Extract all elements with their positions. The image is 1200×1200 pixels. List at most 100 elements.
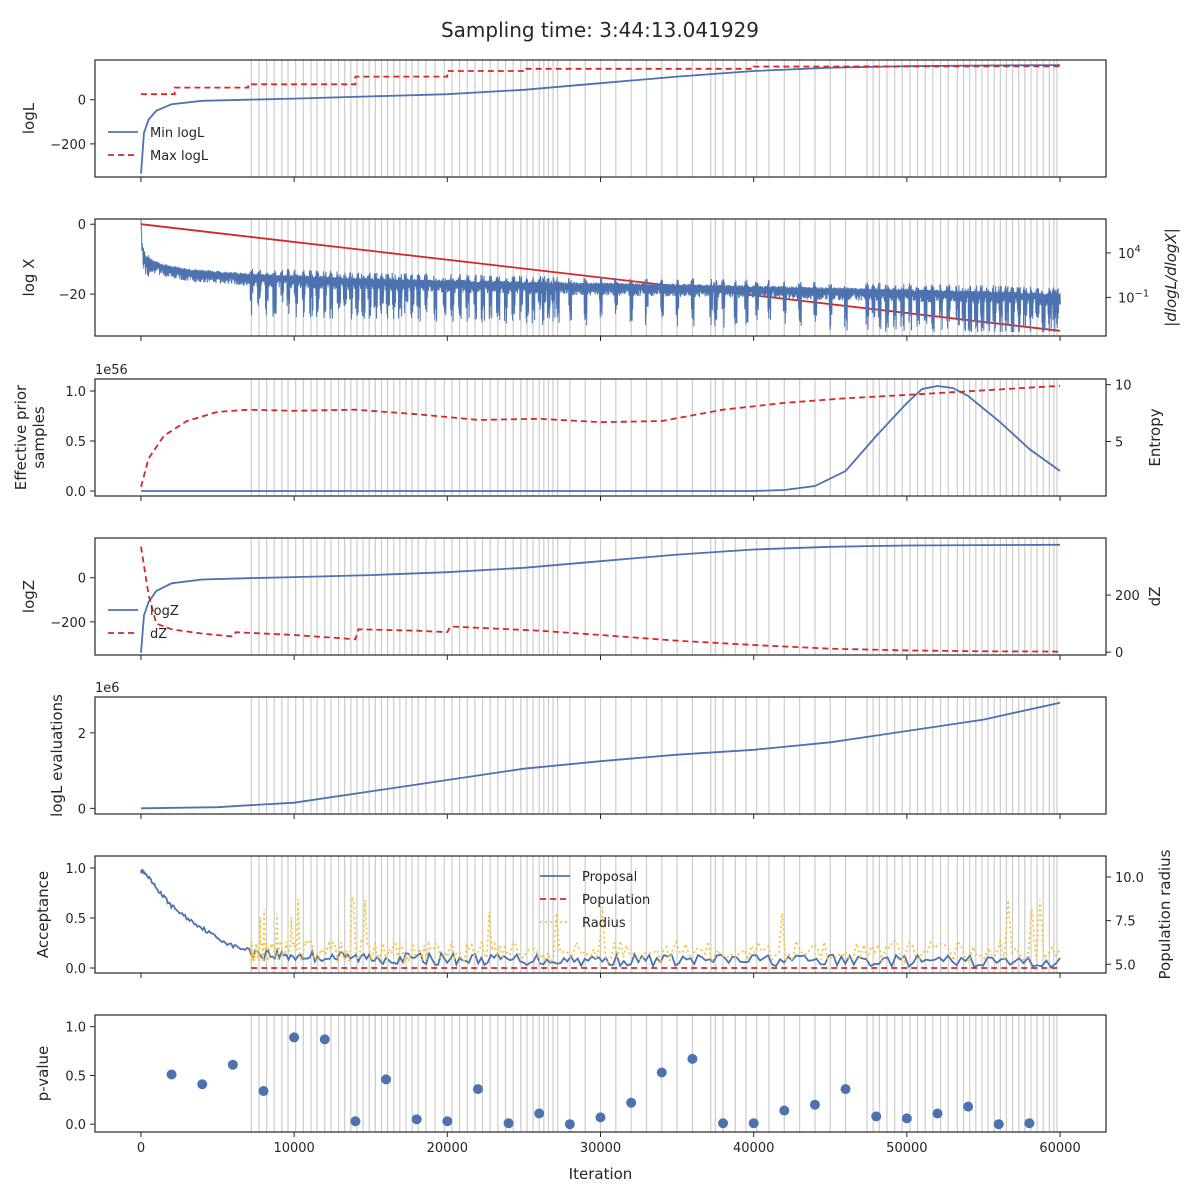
y-right-axis-label: dZ [1146,587,1164,607]
panel-acceptance: 1.0 0.5 0.0 10.0 7.5 5.0 Acceptance Population … [34,849,1174,979]
update-lines [250,219,1058,336]
series-line-radius [250,897,1061,965]
p-value-point [748,1118,759,1129]
y-tick-label: 0 [78,94,86,109]
y-right-axis-label: |dlogL/dlogX| [1162,228,1180,327]
p-value-point [963,1101,974,1112]
y-axis-label: logL [20,102,38,134]
y-tick-label: 2 [78,727,86,742]
y-tick-label: 0.5 [65,1069,86,1084]
x-axis-label: Iteration [569,1165,633,1183]
x-tick-label: 0 [137,1141,145,1156]
panel-prior: 1.0 0.5 0.0 10 5 1e56 Effective priorsamples En… [12,363,1164,501]
y-tick-label: 0.0 [65,962,86,977]
legend-label: logZ [150,604,179,619]
y-axis-label: logL evaluations [48,694,66,817]
p-value-point [534,1108,545,1119]
p-value-point [656,1067,667,1078]
p-value-point [840,1084,851,1095]
y-tick-label: −20 [59,288,86,303]
y-right-tick-label: 0 [1115,646,1123,661]
y-tick-label: 1.0 [65,862,86,877]
y-tick-label: 0 [78,218,86,233]
update-lines [250,538,1058,655]
p-value-point [442,1116,453,1127]
series-line-dz [140,546,1061,653]
y-tick-label: 1.0 [65,385,86,400]
p-value-point [626,1097,637,1108]
series-line-logz [140,543,1061,653]
p-value-point [871,1111,882,1122]
p-value-point [227,1059,238,1070]
p-value-point [472,1084,483,1095]
legend: Proposal Population Radius [540,870,650,931]
y-tick-label: 0.0 [65,1118,86,1133]
p-value-point [197,1079,208,1090]
p-value-point [350,1116,361,1127]
y-right-tick-label: 10.0 [1115,871,1144,886]
y-tick-label: −200 [50,616,86,631]
series-line-effective-prior-samples [141,385,1061,492]
y-right-tick-label: 10−1 [1118,288,1149,306]
x-tick-label: 50000 [886,1141,927,1156]
y-right-tick-label: 104 [1118,244,1141,262]
series-line-entropy [140,384,1061,488]
p-value-point [411,1114,422,1125]
axis-offset-label: 1e56 [95,363,128,378]
p-value-point [319,1034,330,1045]
p-value-point [503,1118,514,1129]
axis-offset-label: 1e6 [95,681,120,696]
legend-label: Min logL [150,126,205,141]
y-axis-label: Acceptance [34,871,52,958]
x-tick-label: 20000 [427,1141,468,1156]
y-axis-label-line: samples [30,406,48,469]
y-right-tick-label: 10 [1115,379,1132,394]
tick-base: 10 [1118,291,1135,306]
tick-exponent: 4 [1135,244,1141,255]
panel-pvalue: 0 10000 20000 30000 40000 50000 60000 1.0 0.5 0.0… [34,1014,1107,1183]
panel-logz: 0 −200 200 0 logZ dZ logZ dZ [20,537,1164,661]
legend-label: Radius [582,916,626,931]
y-tick-label: 0 [78,572,86,587]
y-tick-label: 1.0 [65,1021,86,1036]
p-value-point [166,1069,177,1080]
y-axis-label: log X [20,259,38,297]
update-lines [250,1015,1058,1132]
legend-label: Proposal [582,870,637,885]
y-tick-label: 0 [78,802,86,817]
y-right-tick-label: 7.5 [1115,915,1136,930]
series-line-max-logl [141,65,1061,96]
y-tick-label: 0.0 [65,485,86,500]
legend-label: Max logL [150,149,209,164]
y-right-axis-label: Population radius [1156,849,1174,979]
p-value-point [809,1099,820,1110]
update-lines [250,697,1058,814]
p-value-point [289,1032,300,1043]
p-value-point [932,1108,943,1119]
panel-logl: 0 −200 logL Min logL Max logL [20,59,1107,182]
y-tick-label: 0.5 [65,435,86,450]
p-value-point [381,1074,392,1085]
x-tick-label: 30000 [580,1141,621,1156]
legend-label: dZ [150,627,167,642]
x-tick-label: 10000 [273,1141,314,1156]
update-lines [250,60,1058,177]
y-right-tick-label: 5.0 [1115,958,1136,973]
p-value-point [901,1113,912,1124]
p-value-point [687,1053,698,1064]
update-lines [250,379,1058,496]
series-line-min-logl [140,64,1061,174]
p-value-point [564,1119,575,1130]
p-value-point [718,1118,729,1129]
figure-title: Sampling time: 3:44:13.041929 [440,18,760,42]
tick-exponent: −1 [1135,288,1150,299]
p-value-point [595,1112,606,1123]
update-lines [250,856,1058,973]
y-tick-label: −200 [50,138,86,153]
p-value-point [779,1105,790,1116]
legend: logZ dZ [108,604,179,642]
series-line-dlogl [140,219,1061,333]
y-axis-label: Effective priorsamples [12,384,48,490]
panel-evals: 2 0 1e6 logL evaluations [48,681,1107,819]
